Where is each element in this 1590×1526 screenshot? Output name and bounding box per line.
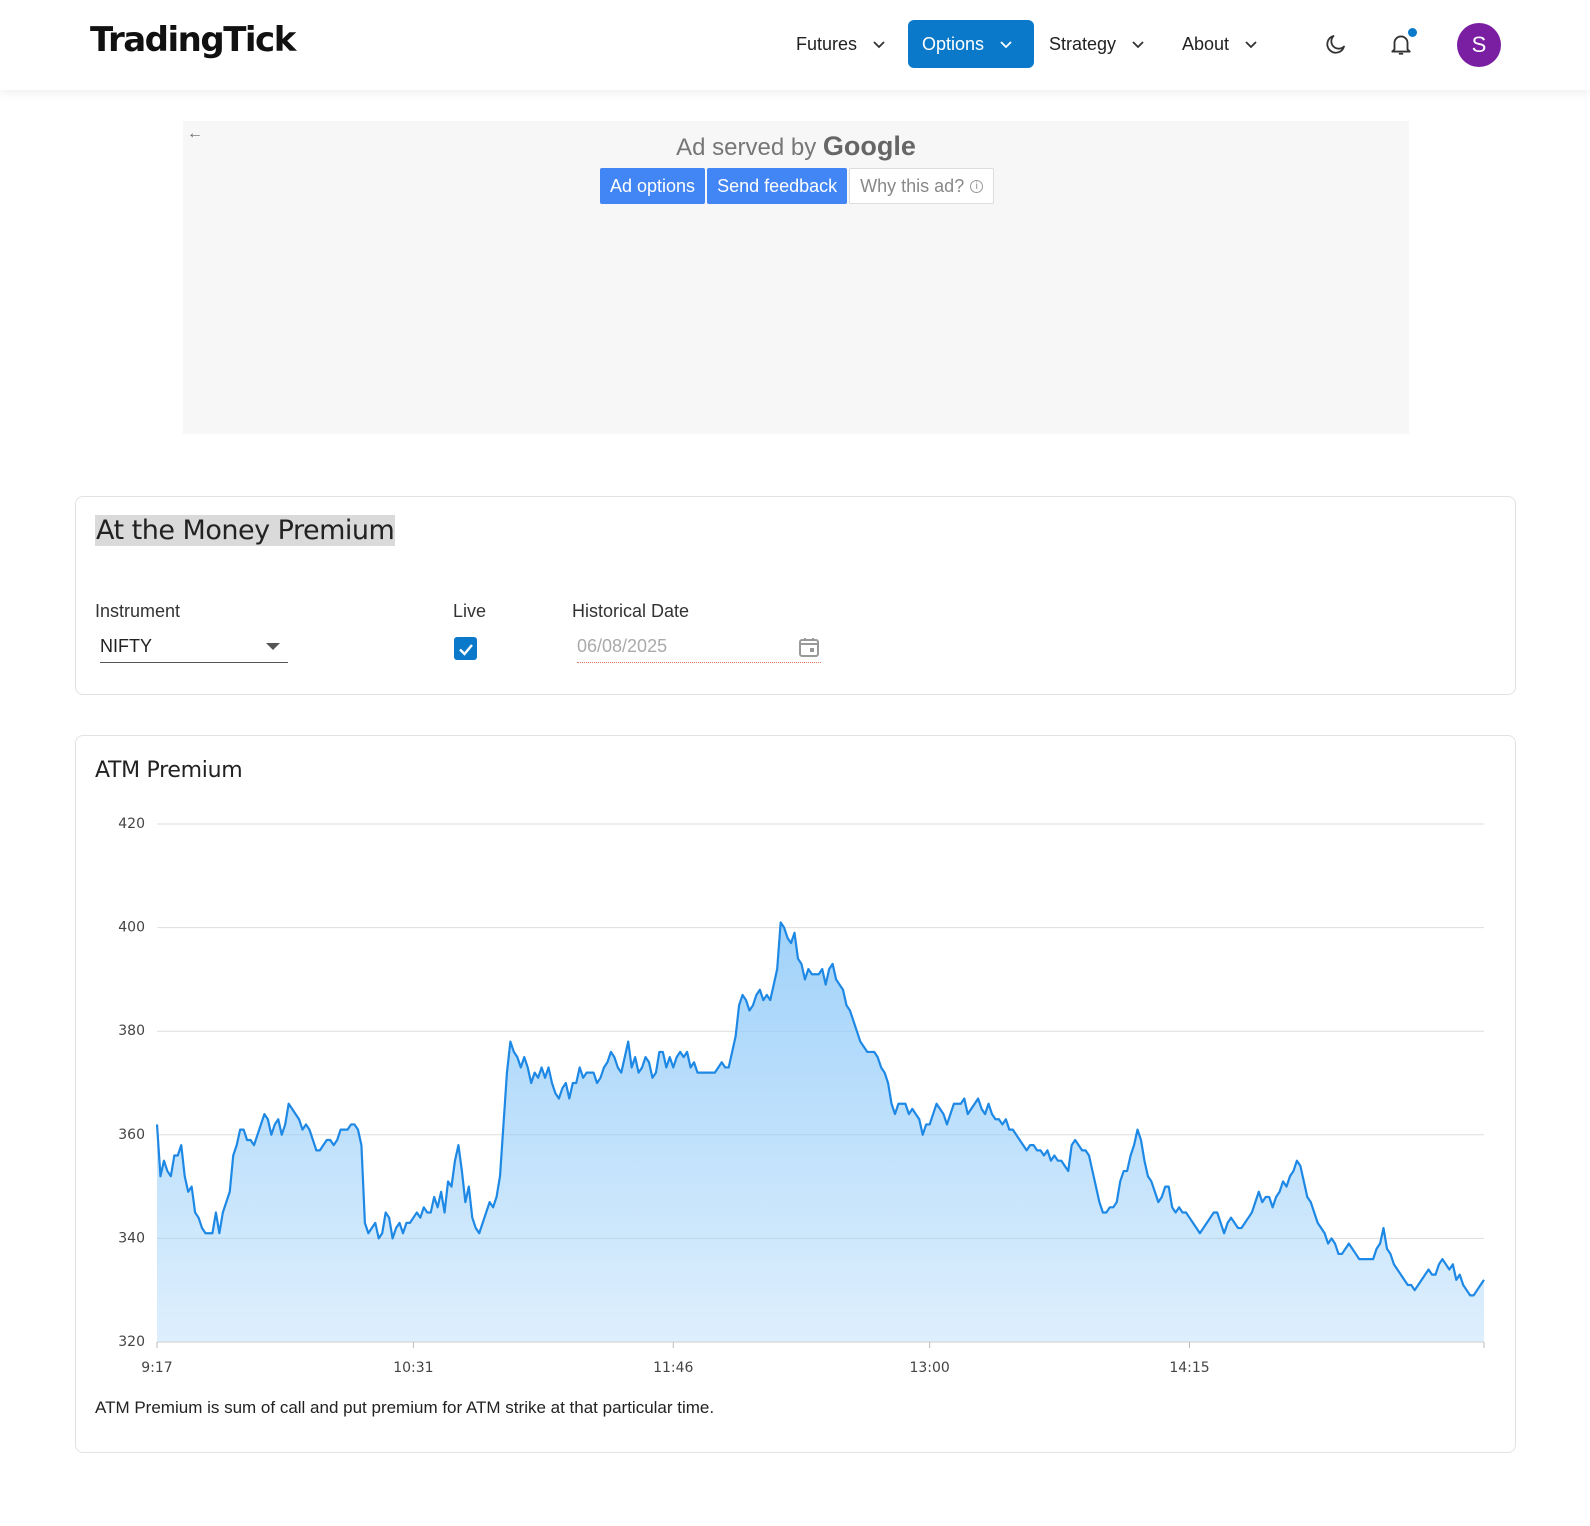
nav-options[interactable]: Options: [908, 20, 1034, 68]
y-tick-label: 400: [118, 920, 145, 936]
site-logo[interactable]: TradingTick: [90, 20, 296, 60]
y-tick-label: 320: [118, 1334, 145, 1350]
ad-banner: ← Ad served by Google Ad options Send fe…: [183, 121, 1409, 434]
x-tick-label: 11:46: [653, 1360, 693, 1376]
ad-button-group: Ad options Send feedback Why this ad? i: [600, 168, 995, 204]
historical-date-input[interactable]: 06/08/2025: [577, 631, 821, 663]
calendar-icon[interactable]: [797, 635, 821, 659]
instrument-value: NIFTY: [100, 636, 152, 656]
x-tick-label: 14:15: [1169, 1360, 1209, 1376]
chart-note: ATM Premium is sum of call and put premi…: [95, 1398, 715, 1417]
back-arrow-icon[interactable]: ←: [187, 125, 203, 142]
top-navigation-bar: TradingTick Futures Options Strategy Abo…: [0, 0, 1590, 90]
ad-served-prefix: Ad served by: [676, 134, 817, 161]
nav-about-label: About: [1182, 33, 1230, 54]
ad-served-by: Ad served by Google: [183, 131, 1409, 162]
x-tick-label: 9:17: [141, 1360, 172, 1376]
y-tick-label: 360: [118, 1127, 145, 1143]
live-label: Live: [453, 601, 487, 621]
why-this-ad-button[interactable]: Why this ad? i: [849, 168, 995, 204]
why-this-ad-label: Why this ad?: [860, 175, 965, 196]
nav-options-label: Options: [922, 33, 985, 54]
nav-strategy-label: Strategy: [1049, 33, 1117, 54]
dark-mode-toggle[interactable]: [1318, 26, 1354, 62]
live-checkbox[interactable]: [454, 637, 477, 660]
y-tick-label: 380: [118, 1023, 145, 1039]
series-line: [155, 921, 1485, 1297]
y-tick-label: 340: [118, 1230, 145, 1246]
chevron-down-icon: [873, 41, 885, 49]
chevron-down-icon: [1245, 41, 1257, 49]
x-tick-label: 13:00: [909, 1360, 949, 1376]
series-area: [157, 922, 1484, 1342]
checkmark-icon: [458, 643, 473, 656]
instrument-select[interactable]: NIFTY: [100, 631, 288, 663]
historical-date-label: Historical Date: [572, 601, 690, 621]
dropdown-arrow-icon: [266, 643, 280, 650]
chart-title: ATM Premium: [95, 758, 243, 783]
atm-premium-chart: 420 400 380 360 340 320 9:17 10:31 11:46 13:00 14:…: [118, 816, 1485, 1376]
nav-strategy[interactable]: Strategy: [1035, 20, 1160, 68]
nav-futures-label: Futures: [796, 33, 858, 54]
chevron-down-icon: [1000, 41, 1012, 49]
nav-futures[interactable]: Futures: [782, 20, 901, 68]
instrument-label: Instrument: [95, 601, 181, 621]
notifications-button[interactable]: [1383, 26, 1419, 62]
chevron-down-icon: [1132, 41, 1144, 49]
bell-icon: [1391, 35, 1411, 55]
nav-about[interactable]: About: [1168, 20, 1273, 68]
avatar[interactable]: S: [1457, 23, 1501, 67]
x-tick-label: 10:31: [393, 1360, 433, 1376]
page-title: At the Money Premium: [95, 515, 396, 546]
info-icon: i: [970, 179, 984, 193]
controls-card: At the Money Premium Instrument NIFTY Li…: [75, 496, 1516, 695]
chart-card: ATM Premium 420 400 380 360 340 320 9:17 10:31 1…: [75, 735, 1516, 1453]
notification-dot: [1408, 28, 1417, 37]
y-tick-label: 420: [118, 816, 145, 832]
historical-date-value: 06/08/2025: [577, 636, 668, 656]
send-feedback-button[interactable]: Send feedback: [707, 168, 848, 204]
google-brand: Google: [822, 131, 916, 161]
moon-icon: [1326, 35, 1345, 54]
ad-options-button[interactable]: Ad options: [600, 168, 706, 204]
